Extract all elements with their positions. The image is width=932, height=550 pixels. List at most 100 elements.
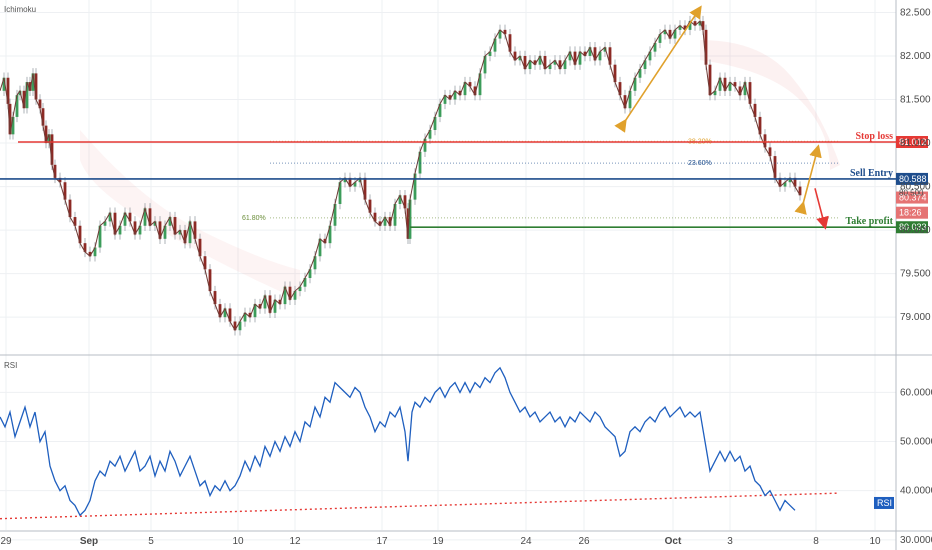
candle-body xyxy=(233,321,237,331)
y-tick-label: 81.000 xyxy=(900,138,931,149)
ichimoku-cloud xyxy=(700,40,840,170)
candle-body xyxy=(38,99,42,109)
candle-body xyxy=(44,125,48,144)
y-tick-label: 80.000 xyxy=(900,225,931,236)
candle-body xyxy=(708,64,712,96)
candle-body xyxy=(468,82,472,87)
candle-body xyxy=(168,217,172,226)
y-tick-label: 79.500 xyxy=(900,269,931,280)
candle-body xyxy=(25,82,29,109)
candle-body xyxy=(548,64,552,70)
ichimoku-cloud xyxy=(80,130,300,300)
candle-body xyxy=(553,60,557,65)
candle-body xyxy=(768,147,772,157)
y-tick-label: 79.000 xyxy=(900,312,931,323)
candle-body xyxy=(478,73,482,96)
candle-body xyxy=(528,60,532,70)
rsi-line xyxy=(0,366,796,517)
candle-body xyxy=(268,295,272,313)
candle-body xyxy=(443,95,447,104)
candle-body xyxy=(208,269,212,292)
candle-body xyxy=(338,182,342,204)
candle-body xyxy=(343,177,347,183)
indicator-label-ichimoku: Ichimoku xyxy=(4,5,36,14)
candle-body xyxy=(363,177,367,200)
candle-body xyxy=(178,230,182,235)
candle-body xyxy=(148,208,152,226)
y-tick-label: 82.000 xyxy=(900,51,931,62)
candle-body xyxy=(383,217,387,226)
y-tick-label: 82.500 xyxy=(900,7,931,18)
level-label: Sell Entry xyxy=(850,168,893,179)
candle-body xyxy=(93,247,97,257)
price-tag xyxy=(896,206,928,219)
trend-arrow xyxy=(794,144,822,215)
candle-body xyxy=(8,103,12,135)
fib-label: 23.60% xyxy=(688,160,712,167)
fib-label: 61.80% xyxy=(242,215,266,222)
price-tag-text: 81.012 xyxy=(899,137,927,147)
price-tag xyxy=(896,136,928,148)
candle-body xyxy=(563,60,567,70)
candle-body xyxy=(78,225,82,244)
candle-body xyxy=(118,225,122,235)
candle-body xyxy=(508,34,512,52)
partial-price-tag: 80.500 xyxy=(899,189,924,198)
candle-body xyxy=(718,77,722,91)
level-label: Take profit xyxy=(845,216,893,227)
candle-body xyxy=(11,116,15,135)
candle-body xyxy=(123,212,127,226)
candle-body xyxy=(463,82,467,96)
candle-body xyxy=(413,173,417,200)
candle-body xyxy=(103,221,107,226)
candle-body xyxy=(398,195,402,204)
candle-body xyxy=(58,177,62,183)
candle-body xyxy=(173,217,177,235)
candle-body xyxy=(68,199,72,218)
candle-body xyxy=(483,55,487,74)
candle-body xyxy=(523,55,527,70)
candle-body xyxy=(608,47,612,65)
x-tick-label: 12 xyxy=(289,536,301,547)
candle-body xyxy=(34,73,38,100)
candle-body xyxy=(283,286,287,305)
candle-body xyxy=(288,286,292,300)
candle-body xyxy=(378,221,382,226)
candle-body xyxy=(743,82,747,96)
candle-body xyxy=(428,129,432,139)
y-tick-label: 60.0000 xyxy=(900,387,932,398)
candle-body xyxy=(578,51,582,65)
candle-body xyxy=(258,304,262,309)
candle-body xyxy=(518,55,522,61)
candle-body xyxy=(198,238,202,257)
candle-body xyxy=(593,47,597,61)
candle-body xyxy=(408,199,412,239)
candle-body xyxy=(143,208,147,226)
x-tick-label: 8 xyxy=(813,536,819,547)
candle-body xyxy=(108,212,112,222)
x-tick-label: 19 xyxy=(432,536,444,547)
candle-body xyxy=(368,199,372,213)
candle-body xyxy=(243,312,247,322)
rsi-trendline xyxy=(0,492,839,520)
candle-body xyxy=(568,51,572,61)
candle-body xyxy=(333,203,337,226)
x-tick-label: 5 xyxy=(148,536,154,547)
candle-body xyxy=(278,299,282,305)
candle-body xyxy=(773,156,777,178)
y-tick-label: 80.500 xyxy=(900,182,931,193)
candle-body xyxy=(403,195,407,209)
candle-body xyxy=(603,47,607,52)
candle-body xyxy=(193,221,197,239)
candle-body xyxy=(63,182,67,200)
y-tick-label: 40.0000 xyxy=(900,486,932,497)
candle-body xyxy=(438,103,442,117)
candle-body xyxy=(313,256,317,270)
candle-body xyxy=(573,51,577,65)
candle-body xyxy=(6,77,10,104)
candle-body xyxy=(701,21,705,30)
x-tick-label: 3 xyxy=(727,536,733,547)
candle-body xyxy=(263,295,267,309)
candle-body xyxy=(223,308,227,318)
